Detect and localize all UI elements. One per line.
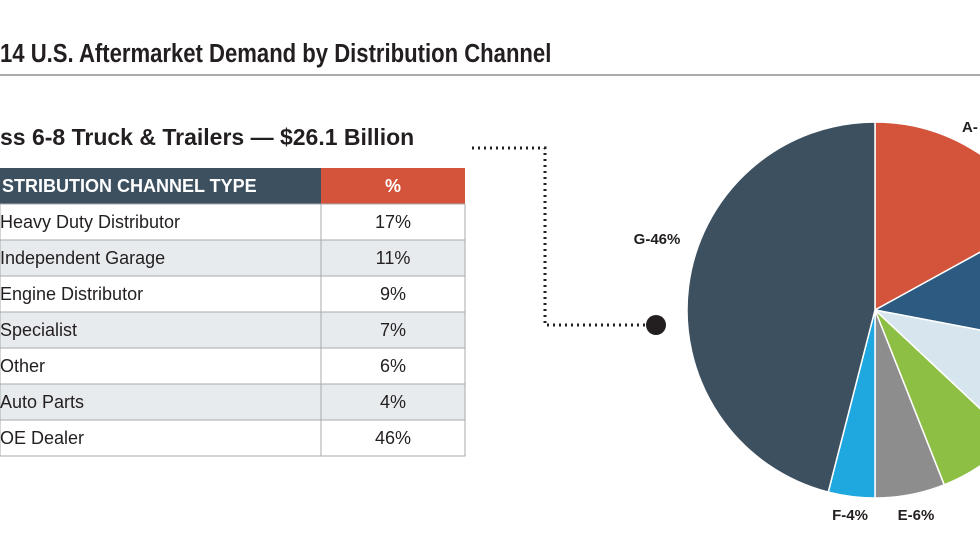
- row-bg: [0, 419, 466, 457]
- row-bg: [0, 311, 466, 349]
- channel-percent: 4%: [380, 392, 406, 412]
- slice-label: A-: [962, 119, 978, 136]
- slice-label: F-4%: [832, 507, 868, 524]
- row-bg: [0, 239, 466, 277]
- pie-chart: A- E-6% F-4% G-46%: [634, 119, 980, 524]
- channel-name: Other: [0, 356, 45, 376]
- connector-dot: [646, 315, 666, 335]
- row-bg: [0, 203, 466, 241]
- channel-name: OE Dealer: [0, 428, 84, 448]
- header-text: %: [385, 176, 401, 196]
- channel-name: Independent Garage: [0, 248, 165, 268]
- channel-percent: 11%: [376, 248, 411, 268]
- subtitle: ss 6-8 Truck & Trailers — $26.1 Billion: [0, 124, 414, 150]
- row-bg: [0, 383, 466, 421]
- header-cell: [0, 168, 321, 204]
- channel-percent: 17%: [375, 212, 411, 232]
- channel-name: Auto Parts: [0, 392, 84, 412]
- channel-percent: 6%: [380, 356, 406, 376]
- channel-percent: 7%: [380, 320, 406, 340]
- channel-name: Heavy Duty Distributor: [0, 212, 180, 232]
- connector: [472, 146, 655, 327]
- slice-label: G-46%: [634, 231, 681, 248]
- pie-slice: [874, 121, 980, 312]
- header-text: STRIBUTION CHANNEL TYPE: [2, 176, 257, 196]
- pie-slice: [686, 121, 876, 494]
- channel-percent: 46%: [375, 428, 411, 448]
- header-cell: [321, 168, 465, 204]
- slice-label: E-6%: [898, 507, 935, 524]
- channel-name: Specialist: [0, 320, 77, 340]
- pie-slice: [872, 251, 980, 331]
- table: STRIBUTION CHANNEL TYPE % Heavy Duty Distr…: [0, 168, 466, 457]
- channel-name: Engine Distributor: [0, 284, 143, 304]
- title: 14 U.S. Aftermarket Demand by Distributi…: [0, 39, 551, 68]
- row-bg: [0, 347, 466, 385]
- channel-percent: 9%: [380, 284, 406, 304]
- row-bg: [0, 275, 466, 313]
